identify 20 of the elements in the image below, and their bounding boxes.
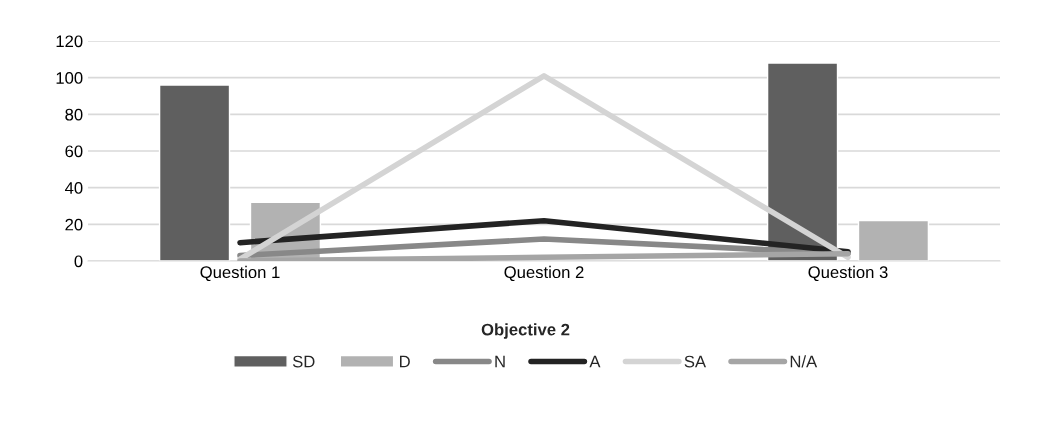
legend-label: A	[589, 355, 601, 368]
legend-label: SD	[292, 355, 315, 368]
x-tick-label: Question 2	[504, 265, 584, 282]
legend-label: N/A	[790, 355, 818, 368]
y-tick-label: 80	[65, 108, 83, 121]
bar	[766, 62, 839, 261]
legend-label: D	[400, 355, 410, 368]
legend-label: SA	[684, 355, 707, 368]
text: Objective 2	[481, 323, 570, 339]
x-tick-label: Question 3	[808, 265, 888, 282]
legend-label: N	[495, 355, 505, 368]
bar	[158, 84, 231, 261]
y-tick-label: 100	[56, 72, 83, 84]
bar	[857, 219, 930, 261]
y-tick-label: 40	[64, 182, 83, 194]
x-tick-label: Question 1	[200, 265, 280, 282]
y-tick-label: 120	[56, 35, 83, 48]
y-tick-label: 0	[74, 255, 83, 268]
y-tick-label: 20	[65, 218, 83, 231]
y-tick-label: 60	[65, 145, 83, 158]
